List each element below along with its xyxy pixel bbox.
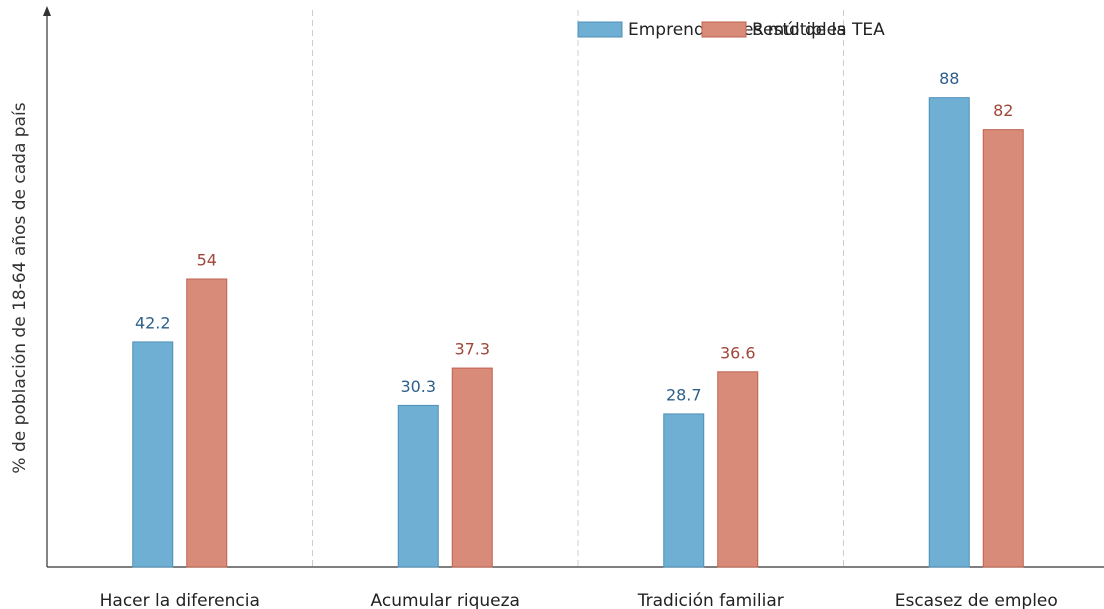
value-label: 30.3: [400, 377, 436, 396]
bar: [928, 97, 970, 568]
bar: [451, 367, 493, 568]
bar: [186, 278, 228, 568]
legend-swatch: [577, 21, 623, 38]
x-tick-label: Acumular riqueza: [371, 591, 520, 609]
bar: [982, 129, 1024, 568]
bar: [397, 404, 439, 568]
value-label: 28.7: [666, 385, 702, 404]
x-tick-label: Hacer la diferencia: [100, 591, 260, 609]
y-axis-label: % de población de 18-64 años de cada paí…: [10, 102, 30, 473]
x-tick-label: Tradición familiar: [637, 591, 784, 609]
value-label: 36.6: [720, 343, 756, 362]
bar: [663, 413, 705, 568]
legend-label: Resto de la TEA: [752, 20, 885, 40]
value-label: 54: [197, 251, 217, 270]
bar: [717, 371, 759, 568]
value-label: 42.2: [135, 313, 171, 332]
y-axis-arrow: [43, 6, 51, 16]
value-label: 82: [993, 101, 1013, 120]
value-label: 88: [939, 69, 959, 88]
legend-swatch: [701, 21, 747, 38]
bar: [132, 341, 174, 568]
x-tick-label: Escasez de empleo: [895, 591, 1058, 609]
value-label: 37.3: [454, 340, 490, 359]
